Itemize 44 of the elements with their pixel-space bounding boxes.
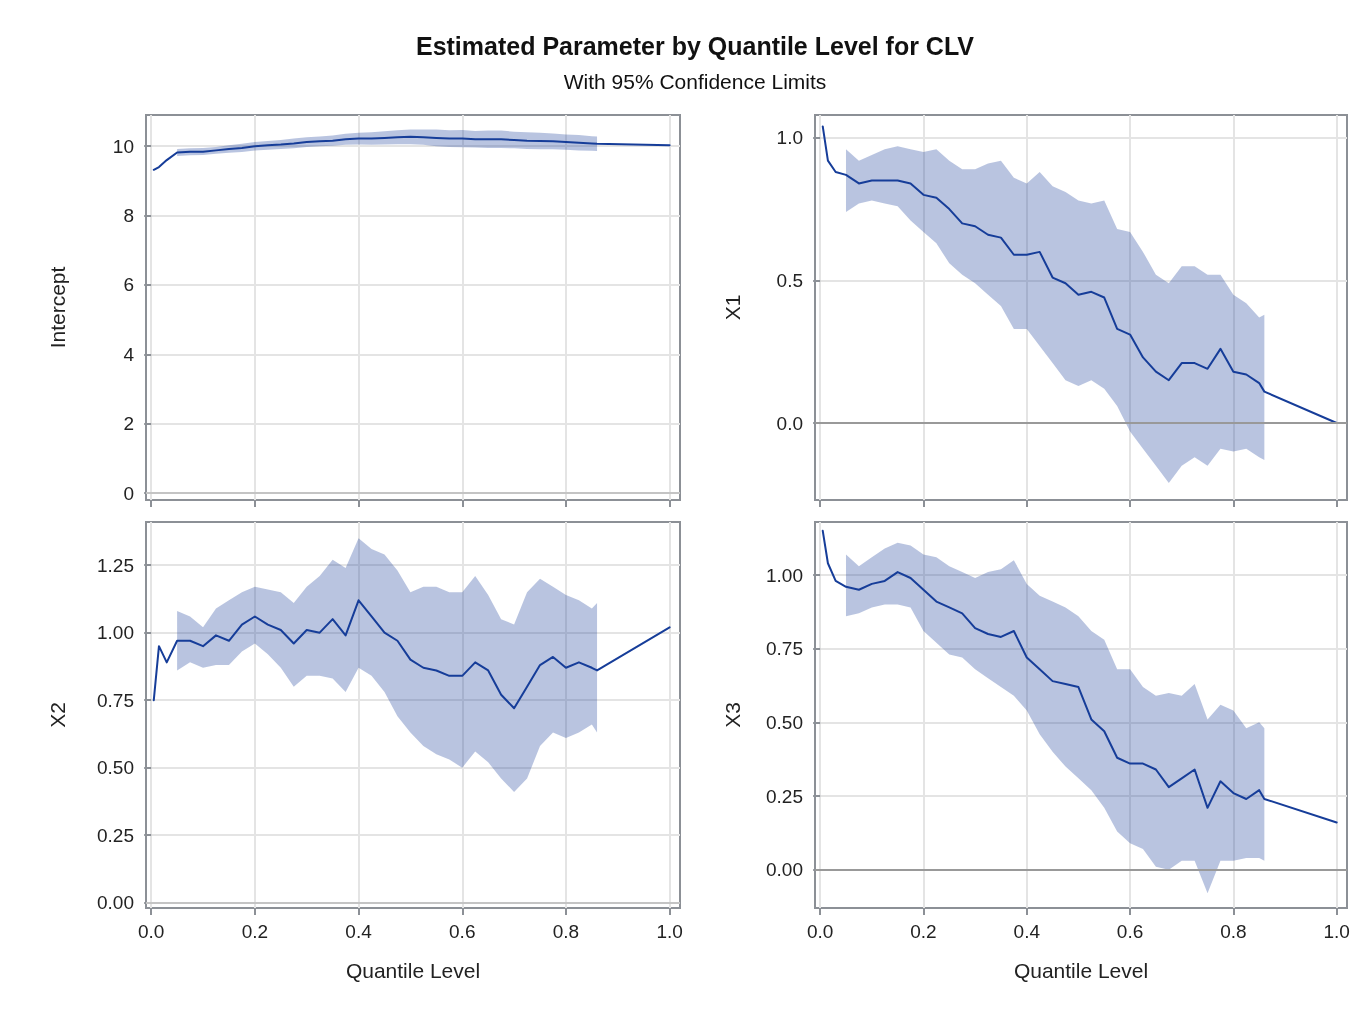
y-tick-label: 1.00 — [97, 622, 134, 644]
x-tick-label: 0.8 — [552, 921, 580, 942]
y-axis-title: X1 — [721, 294, 744, 321]
y-axis-title: X3 — [721, 702, 744, 728]
x-tick-label: 1.0 — [1323, 921, 1350, 942]
y-tick-label: 0.00 — [766, 859, 803, 881]
x-tick-label: 0.8 — [1220, 921, 1247, 942]
y-tick-label: 6 — [123, 274, 134, 296]
chart-title: Estimated Parameter by Quantile Level for CLV — [414, 32, 975, 61]
y-tick-label: 1.25 — [97, 554, 134, 576]
y-tick-label: 0.25 — [766, 785, 803, 807]
y-tick-label: 2 — [123, 413, 134, 435]
x-tick-label: 0.6 — [1116, 921, 1144, 942]
y-tick-label: 0.25 — [97, 824, 134, 846]
y-tick-label: 1.00 — [766, 564, 803, 586]
x-tick-label: 0.4 — [345, 921, 373, 942]
y-tick-label: 0.50 — [766, 711, 803, 733]
line-series — [152, 135, 671, 171]
x-tick-label: 0.0 — [137, 921, 165, 942]
x-axis-title: Quantile Level — [345, 959, 481, 982]
y-tick-label: 0.75 — [97, 689, 134, 711]
y-axis-title: Intercept — [46, 266, 69, 349]
x-tick-label: 0.2 — [241, 921, 269, 942]
y-tick-label: 10 — [112, 135, 134, 157]
y-tick-label: 0 — [123, 482, 134, 504]
y-tick-label: 1.0 — [776, 127, 803, 149]
x-axis-title: Quantile Level — [1013, 959, 1149, 982]
y-tick-label: 0.50 — [97, 757, 134, 779]
x-tick-label: 0.2 — [910, 921, 937, 942]
chart-subtitle: With 95% Confidence Limits — [562, 70, 828, 94]
y-tick-label: 0.0 — [776, 412, 803, 434]
x-tick-label: 0.0 — [806, 921, 834, 942]
y-tick-label: 0.00 — [97, 892, 134, 914]
x-tick-label: 1.0 — [656, 921, 683, 942]
y-axis-title: X2 — [46, 702, 69, 728]
y-tick-label: 4 — [123, 343, 135, 365]
x-tick-label: 0.6 — [449, 921, 476, 942]
line-series — [152, 599, 671, 710]
line-series — [821, 529, 1338, 824]
y-tick-label: 8 — [123, 205, 134, 227]
x-tick-label: 0.4 — [1013, 921, 1041, 942]
y-tick-label: 0.5 — [776, 269, 803, 291]
y-tick-label: 0.75 — [766, 638, 803, 660]
line-series — [821, 125, 1338, 424]
